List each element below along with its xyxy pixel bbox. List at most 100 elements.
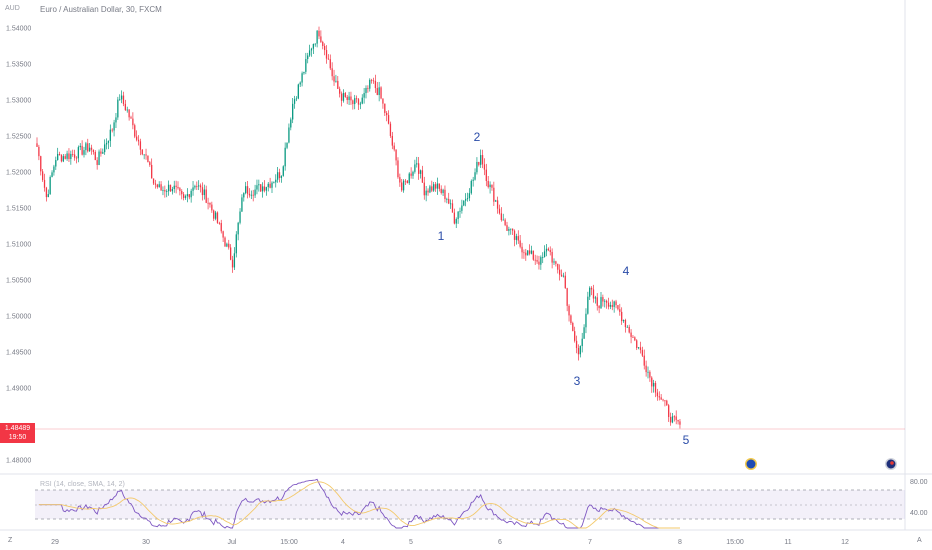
candle	[295, 96, 298, 102]
candle	[619, 303, 621, 316]
candle	[152, 178, 155, 185]
candle	[632, 335, 634, 338]
price-tick-label: 1.54000	[6, 25, 31, 32]
rsi-ma-line	[38, 481, 680, 529]
price-tick-label: 1.49500	[6, 349, 31, 356]
au-flag-icon[interactable]	[885, 458, 897, 470]
candle	[478, 161, 480, 167]
candle	[656, 388, 659, 401]
candle	[64, 154, 66, 160]
candle	[611, 299, 613, 311]
candle	[617, 305, 619, 311]
candle	[72, 149, 74, 157]
candle	[73, 149, 76, 161]
symbol-title[interactable]: Euro / Australian Dollar, 30, FXCM	[40, 5, 162, 14]
price-tick-label: 1.49000	[6, 385, 31, 392]
candle	[53, 164, 55, 176]
rsi-level-label: 40.00	[910, 510, 928, 517]
candle	[568, 304, 570, 322]
candle	[220, 219, 222, 234]
candle	[323, 43, 326, 56]
candle	[498, 204, 501, 215]
candle	[151, 158, 153, 179]
candle	[543, 245, 546, 258]
candle	[515, 233, 518, 245]
candle	[335, 74, 337, 83]
auto-scale-button[interactable]: A	[917, 537, 922, 544]
candle	[457, 210, 459, 224]
candle	[271, 181, 273, 193]
candle	[621, 307, 623, 325]
candle	[433, 181, 435, 192]
candle	[361, 94, 363, 105]
candle	[235, 231, 237, 258]
candle	[468, 188, 471, 202]
candle	[196, 181, 198, 191]
candle	[382, 98, 384, 109]
candle	[66, 150, 68, 161]
candle	[438, 183, 440, 192]
candle	[429, 184, 431, 194]
wave-label-3: 3	[574, 374, 581, 388]
candle	[282, 165, 284, 177]
eu-flag-icon[interactable]	[745, 458, 757, 470]
candle	[365, 85, 367, 99]
candle	[194, 184, 196, 190]
candle	[521, 242, 523, 259]
candle	[60, 154, 63, 163]
candle	[288, 123, 290, 144]
candle	[359, 101, 362, 110]
candle	[605, 299, 608, 309]
candle	[500, 207, 503, 222]
candle	[325, 45, 328, 64]
candle	[572, 321, 574, 332]
candle	[401, 178, 403, 192]
currency-label: AUD	[5, 5, 20, 12]
time-tick-label: 5	[409, 539, 413, 546]
candle	[639, 341, 642, 354]
candle	[496, 196, 499, 214]
candle	[412, 170, 414, 179]
candle	[466, 192, 469, 202]
candle	[649, 370, 651, 382]
candle	[598, 305, 600, 314]
timezone-button[interactable]: Z	[8, 537, 13, 544]
candle	[218, 221, 221, 225]
candle	[314, 43, 316, 47]
candle	[252, 189, 254, 202]
candle	[278, 168, 281, 183]
time-tick-label: 29	[51, 539, 59, 546]
candle	[532, 250, 534, 261]
candle	[423, 176, 425, 200]
current-price-value: 1.48489	[4, 425, 31, 432]
candle	[455, 217, 457, 229]
candle	[117, 96, 119, 120]
candle	[126, 106, 128, 113]
candle	[564, 271, 566, 289]
candle	[574, 326, 576, 343]
candle	[483, 158, 486, 176]
candle	[583, 324, 585, 339]
price-tick-label: 1.48000	[6, 457, 31, 464]
candle	[267, 181, 269, 192]
candle	[198, 180, 200, 191]
candle	[504, 218, 506, 227]
candle	[261, 182, 264, 198]
candle	[105, 138, 108, 150]
candle	[630, 329, 632, 344]
candle	[149, 160, 151, 167]
candle	[357, 97, 360, 110]
candle	[175, 180, 177, 194]
candle	[297, 83, 299, 100]
candle	[213, 209, 215, 222]
candle	[79, 143, 81, 151]
candle	[246, 181, 249, 199]
candle	[284, 142, 286, 171]
candle	[36, 137, 38, 148]
candle	[231, 255, 234, 273]
candle	[489, 181, 491, 194]
rsi-indicator-label[interactable]: RSI (14, close, SMA, 14, 2)	[40, 481, 125, 488]
candle	[414, 159, 416, 174]
candle	[192, 181, 194, 196]
